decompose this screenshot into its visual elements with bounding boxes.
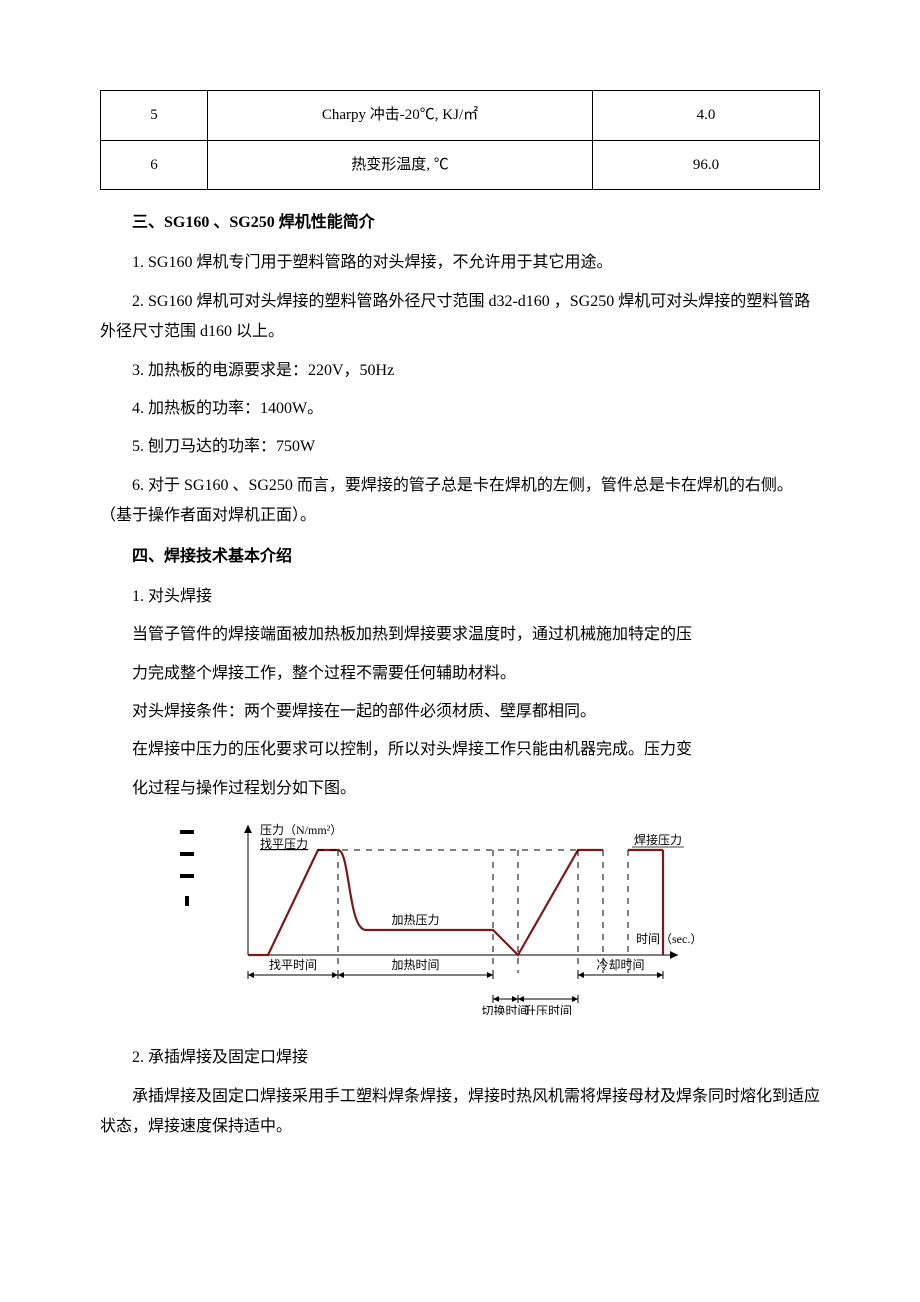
section4-p6: 化过程与操作过程划分如下图。 xyxy=(100,774,820,804)
left-dash-group xyxy=(180,830,194,924)
svg-text:加热压力: 加热压力 xyxy=(392,913,440,927)
section3-p2: 2. SG160 焊机可对头焊接的塑料管路外径尺寸范围 d32-d160 ，SG… xyxy=(100,287,820,348)
table-row: 5 Charpy 冲击-20℃, KJ/㎡ 4.0 xyxy=(101,91,820,141)
cell-idx: 6 xyxy=(101,140,208,190)
section4-p5: 在焊接中压力的压化要求可以控制，所以对头焊接工作只能由机器完成。压力变 xyxy=(100,735,820,765)
properties-table: 5 Charpy 冲击-20℃, KJ/㎡ 4.0 6 热变形温度, ℃ 96.… xyxy=(100,90,820,190)
svg-text:加热时间: 加热时间 xyxy=(391,958,439,972)
svg-text:切换时间: 切换时间 xyxy=(481,1004,529,1015)
svg-text:时间（sec.）: 时间（sec.） xyxy=(636,932,702,946)
cell-val: 4.0 xyxy=(593,91,820,141)
table-row: 6 热变形温度, ℃ 96.0 xyxy=(101,140,820,190)
section4-p3: 力完成整个焊接工作，整个过程不需要任何辅助材料。 xyxy=(100,659,820,689)
section3-heading: 三、SG160 、SG250 焊机性能简介 xyxy=(100,208,820,238)
section3-p1: 1. SG160 焊机专门用于塑料管路的对头焊接，不允许用于其它用途。 xyxy=(100,248,820,278)
section3-p3: 3. 加热板的电源要求是：220V，50Hz xyxy=(100,356,820,386)
cell-param: 热变形温度, ℃ xyxy=(208,140,593,190)
svg-text:找平压力: 找平压力 xyxy=(260,837,308,851)
section3-p4: 4. 加热板的功率：1400W。 xyxy=(100,394,820,424)
section3-p5: 5. 刨刀马达的功率：750W xyxy=(100,432,820,462)
section4-p1: 1. 对头焊接 xyxy=(100,582,820,612)
pressure-time-chart: 压力（N/mm²）找平压力 焊接压力加热压力时间（sec.） 找平时间 加热时间 冷却时… xyxy=(208,820,708,1015)
cell-val: 96.0 xyxy=(593,140,820,190)
svg-text:焊接压力: 焊接压力 xyxy=(634,832,682,847)
section4-heading: 四、焊接技术基本介绍 xyxy=(100,542,820,572)
section3-p6: 6. 对于 SG160 、SG250 而言，要焊接的管子总是卡在焊机的左侧，管件… xyxy=(100,471,820,532)
section4-p7: 2. 承插焊接及固定口焊接 xyxy=(100,1043,820,1073)
section4-p8: 承插焊接及固定口焊接采用手工塑料焊条焊接，焊接时热风机需将焊接母材及焊条同时熔化… xyxy=(100,1082,820,1143)
svg-text:升压时间: 升压时间 xyxy=(524,1004,572,1015)
svg-text:压力（N/mm²）: 压力（N/mm²） xyxy=(260,823,342,837)
section4-p4: 对头焊接条件：两个要焊接在一起的部件必须材质、壁厚都相同。 xyxy=(100,697,820,727)
section4-p2: 当管子管件的焊接端面被加热板加热到焊接要求温度时，通过机械施加特定的压 xyxy=(100,620,820,650)
cell-param: Charpy 冲击-20℃, KJ/㎡ xyxy=(208,91,593,141)
svg-text:找平时间: 找平时间 xyxy=(269,958,317,972)
svg-text:冷却时间: 冷却时间 xyxy=(596,958,644,972)
pressure-time-diagram: 压力（N/mm²）找平压力 焊接压力加热压力时间（sec.） 找平时间 加热时间 冷却时… xyxy=(100,820,820,1015)
cell-idx: 5 xyxy=(101,91,208,141)
